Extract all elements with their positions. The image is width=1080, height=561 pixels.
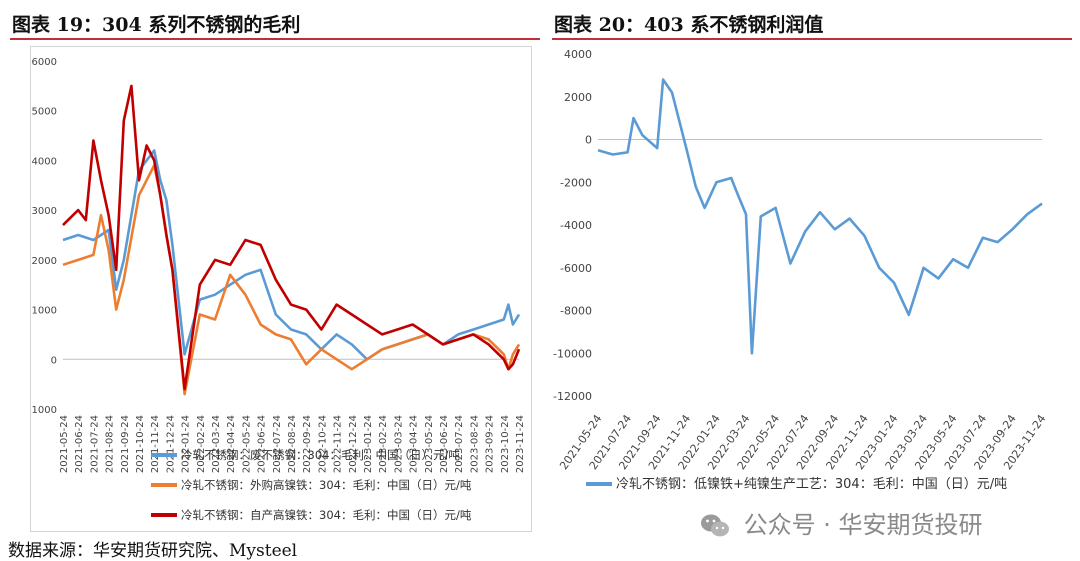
x-tick-label: 2023-05-24 <box>424 415 435 473</box>
figure-19-title: 图表 19：304 系列不锈钢的毛利 <box>12 14 301 36</box>
x-tick-label: 2023-06-24 <box>439 415 450 473</box>
x-tick-label: 2021-11-24 <box>150 415 161 473</box>
data-source-note: 数据来源：华安期货研究院、Mysteel <box>8 541 298 561</box>
x-tick-label: 2023-04-24 <box>409 415 420 473</box>
y-tick-label: 0 <box>51 355 57 366</box>
x-tick-label: 2021-10-24 <box>135 415 146 473</box>
x-tick-label: 2022-12-24 <box>348 415 359 473</box>
y-tick-label: -4000 <box>560 219 592 232</box>
x-tick-label: 2022-03-24 <box>211 415 222 473</box>
y-tick-label: 0 <box>585 134 592 147</box>
y-tick-label: -6000 <box>560 262 592 275</box>
y-tick-label: -12000 <box>553 390 592 403</box>
chart-304-margin-panel: 6000 5000 4000 3000 2000 1000 0 -10002021-05-24… <box>28 46 532 532</box>
y-tick-label: 6000 <box>32 57 57 68</box>
series-line-3 <box>62 84 521 391</box>
legend-label: 冷轧不锈钢：低镍铁+纯镍生产工艺：304：毛利：中国（日）元/吨 <box>616 477 1007 492</box>
x-tick-label: 2023-01-24 <box>363 415 374 473</box>
x-tick-label: 2022-09-24 <box>302 415 313 473</box>
y-tick-label: 2000 <box>564 91 592 104</box>
x-tick-label: 2023-10-24 <box>500 415 511 473</box>
y-tick-label: -1000 <box>31 405 57 416</box>
y-tick-label: 4000 <box>32 156 57 167</box>
x-tick-label: 2023-07-24 <box>454 415 465 473</box>
x-tick-label: 2023-08-24 <box>469 415 480 473</box>
x-tick-label: 2022-04-24 <box>226 415 237 473</box>
x-tick-label: 2021-06-24 <box>74 415 85 473</box>
y-tick-label: 3000 <box>32 206 57 217</box>
chart-403-profit-panel: 4000 2000 0 -2000 -4000 -6000 -8000 -10000 -1200… <box>552 46 1070 504</box>
y-tick-label: -10000 <box>553 347 592 360</box>
x-tick-label: 2022-11-24 <box>333 415 344 473</box>
x-tick-label: 2021-09-24 <box>120 415 131 473</box>
y-tick-label: -2000 <box>560 176 592 189</box>
series-line-1 <box>62 149 521 361</box>
x-tick-label: 2023-11-24 <box>515 415 526 473</box>
x-tick-label: 2022-07-24 <box>272 415 283 473</box>
y-tick-label: 1000 <box>32 306 57 317</box>
title-underline <box>10 38 540 40</box>
x-tick-label: 2022-06-24 <box>257 415 268 473</box>
x-tick-label: 2021-12-24 <box>165 415 176 473</box>
watermark: 公众号 · 华安期货投研 <box>700 505 983 540</box>
series-line-1 <box>597 78 1043 355</box>
x-tick-label: 2023-03-24 <box>393 415 404 473</box>
x-tick-label: 2021-07-24 <box>89 415 100 473</box>
watermark-text: 公众号 · 华安期货投研 <box>743 511 983 539</box>
legend-label: 冷轧不锈钢：自产高镍铁：304：毛利：中国（日）元/吨 <box>181 508 472 522</box>
legend-label: 冷轧不锈钢：废不锈钢：304：毛利：中国（日）元/吨 <box>181 448 460 462</box>
chart-403-profit: 4000 2000 0 -2000 -4000 -6000 -8000 -10000 -1200… <box>553 48 1048 492</box>
x-tick-label: 2023-09-24 <box>485 415 496 473</box>
y-tick-label: 5000 <box>32 107 57 118</box>
x-tick-label: 2023-02-24 <box>378 415 389 473</box>
wechat-icon <box>701 514 729 537</box>
x-tick-label: 2022-01-24 <box>181 415 192 473</box>
y-tick-label: -8000 <box>560 305 592 318</box>
y-tick-label: 4000 <box>564 48 592 61</box>
x-tick-label: 2021-05-24 <box>59 415 70 473</box>
series-line-2 <box>62 164 521 396</box>
figure-20-title: 图表 20：403 系不锈钢利润值 <box>554 14 824 36</box>
x-tick-label: 2022-08-24 <box>287 415 298 473</box>
y-tick-label: 2000 <box>32 256 57 267</box>
x-tick-label: 2021-08-24 <box>105 415 116 473</box>
legend-label: 冷轧不锈钢：外购高镍铁：304：毛利：中国（日）元/吨 <box>181 478 472 492</box>
title-underline <box>552 38 1072 40</box>
x-tick-label: 2022-05-24 <box>241 415 252 473</box>
chart-304-margin: 6000 5000 4000 3000 2000 1000 0 -10002021-05-24… <box>28 57 526 522</box>
x-tick-label: 2022-10-24 <box>317 415 328 473</box>
x-tick-label: 2022-02-24 <box>196 415 207 473</box>
